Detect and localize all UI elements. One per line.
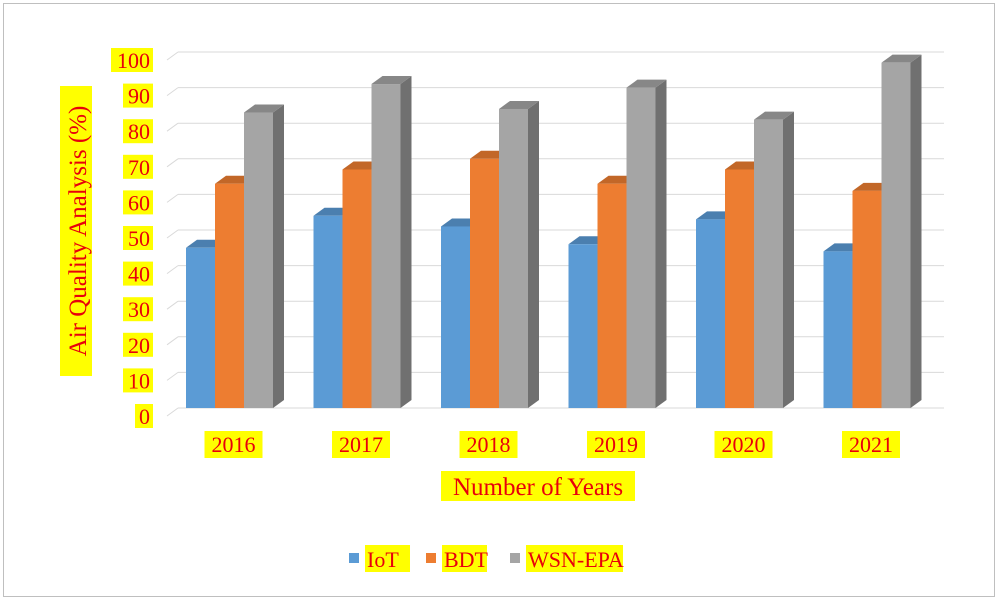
legend-swatch [426,553,436,563]
svg-text:30: 30 [128,297,150,322]
x-axis-ticks: 2016 2017 2018 2019 2020 2021 [204,431,900,458]
svg-text:2021: 2021 [849,432,893,457]
bars [186,54,922,409]
bar-wsn-epa-2017 [371,76,412,408]
svg-text:100: 100 [117,48,150,73]
gridline [166,87,944,97]
legend-label: BDT [444,547,489,572]
svg-text:90: 90 [128,84,150,109]
y-axis-title: Air Quality Analysis (%) [60,86,92,376]
svg-text:70: 70 [128,155,150,180]
svg-text:10: 10 [128,368,150,393]
x-tick-label: 2018 [459,431,518,458]
legend: IoT BDT WSN-EPA [349,545,624,572]
gridline [166,300,944,310]
svg-text:2017: 2017 [339,432,383,457]
svg-text:2018: 2018 [467,432,511,457]
y-tick-label: 70 [123,154,153,180]
y-tick-label: 100 [111,48,153,73]
gridline [166,193,944,203]
gridline [166,371,944,381]
y-tick-label: 80 [123,119,153,144]
svg-text:2016: 2016 [212,432,256,457]
legend-swatch [349,553,359,563]
y-tick-label: 0 [135,404,153,429]
legend-label: IoT [367,547,399,572]
gridline [166,336,944,346]
svg-text:20: 20 [128,333,150,358]
chart-frame [3,3,995,597]
y-axis-ticks: 0 10 20 30 40 50 60 70 80 90 100 [111,48,153,429]
x-tick-label: 2021 [842,431,900,458]
bar-wsn-epa-2020 [754,111,794,408]
gridlines [166,51,944,417]
gridline [166,407,944,417]
svg-text:50: 50 [128,226,150,251]
y-axis-label: Air Quality Analysis (%) [65,106,92,357]
bar-wsn-epa-2021 [881,54,922,409]
legend-label: WSN-EPA [528,547,624,572]
x-tick-label: 2017 [332,431,390,458]
gridline [166,229,944,239]
bar-wsn-epa-2019 [626,79,667,408]
legend-item-wsn-epa: WSN-EPA [510,545,624,572]
gridline [166,158,944,168]
y-tick-label: 60 [123,190,153,215]
gridline [166,51,944,61]
x-tick-label: 2019 [587,431,645,458]
legend-swatch [510,553,520,563]
svg-text:0: 0 [139,404,150,429]
svg-text:60: 60 [128,190,150,215]
legend-item-iot: IoT [349,545,410,572]
x-tick-label: 2020 [714,431,773,458]
svg-text:40: 40 [128,262,150,287]
x-axis-title: Number of Years [441,471,635,501]
svg-text:2020: 2020 [722,432,766,457]
y-tick-label: 30 [123,297,153,322]
y-tick-label: 20 [123,332,153,358]
bar-wsn-epa-2016 [244,104,284,409]
y-tick-label: 90 [123,83,153,109]
gridline [166,122,944,132]
y-tick-label: 50 [123,226,153,251]
x-axis-label: Number of Years [453,474,623,501]
bar-wsn-epa-2018 [499,100,539,409]
y-tick-label: 40 [123,261,153,287]
y-tick-label: 10 [123,368,153,393]
legend-item-bdt: BDT [426,545,489,572]
svg-text:2019: 2019 [594,432,638,457]
svg-text:80: 80 [128,119,150,144]
gridline [166,265,944,275]
x-tick-label: 2016 [204,431,263,458]
